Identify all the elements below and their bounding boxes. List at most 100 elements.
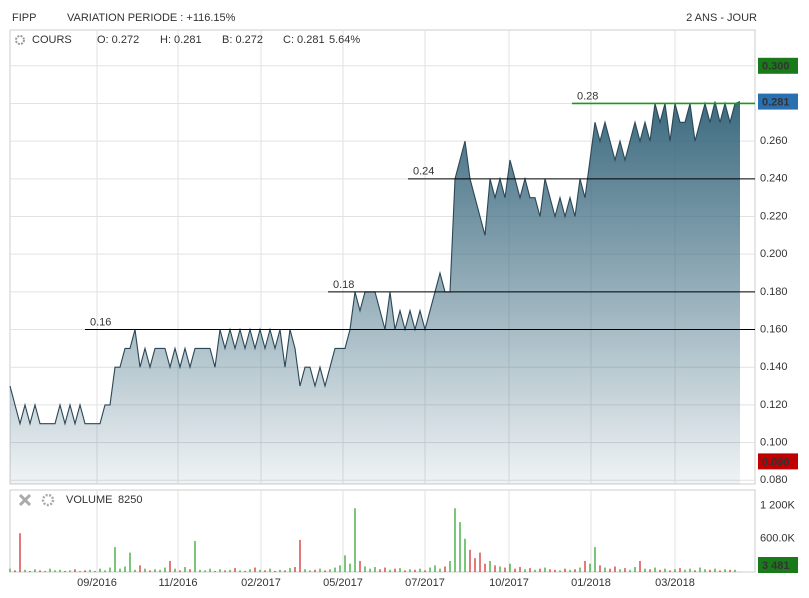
volume-bar xyxy=(394,568,396,572)
volume-bar xyxy=(219,569,221,572)
volume-bar xyxy=(49,568,51,572)
volume-bar xyxy=(429,567,431,572)
volume-bar xyxy=(534,569,536,572)
badge-label: 3 481 xyxy=(762,560,790,572)
period-variation: VARIATION PERIODE : +116.15% xyxy=(67,12,236,24)
x-tick-label: 05/2017 xyxy=(323,577,363,589)
labels: COURS O: 0.272 H: 0.281 B: 0.272 C: 0.28… xyxy=(15,34,798,589)
volume-bar xyxy=(34,569,36,572)
volume-bar xyxy=(414,569,416,572)
volume-bar xyxy=(649,569,651,572)
volume-bar xyxy=(679,568,681,572)
volume-bar xyxy=(674,569,676,572)
quote-high: H: 0.281 xyxy=(160,34,202,46)
volume-bar xyxy=(79,570,81,572)
volume-bar xyxy=(44,570,46,572)
volume-bar xyxy=(114,547,116,572)
y-tick-label: 0.120 xyxy=(760,399,788,411)
volume-bar xyxy=(554,569,556,572)
volume-bar xyxy=(544,567,546,572)
volume-bar xyxy=(479,552,481,572)
volume-bar xyxy=(624,568,626,572)
series-name: COURS xyxy=(32,34,72,46)
y-tick-label: 0.080 xyxy=(760,474,788,486)
volume-bar xyxy=(609,568,611,572)
volume-bar xyxy=(144,568,146,572)
volume-bar xyxy=(164,567,166,572)
volume-bar xyxy=(519,567,521,572)
volume-bar xyxy=(549,569,551,572)
volume-bar xyxy=(704,569,706,572)
volume-bar xyxy=(229,569,231,572)
volume-bar xyxy=(274,570,276,572)
volume-bar xyxy=(464,538,466,572)
volume-bar xyxy=(459,522,461,572)
volume-bar xyxy=(734,569,736,572)
volume-bar xyxy=(19,533,21,572)
volume-bar xyxy=(489,560,491,572)
volume-bar xyxy=(254,567,256,572)
volume-bar xyxy=(94,570,96,572)
x-tick-label: 10/2017 xyxy=(489,577,529,589)
close-icon[interactable] xyxy=(18,493,32,507)
volume-bar xyxy=(119,568,121,572)
volume-bar xyxy=(154,569,156,572)
volume-bar xyxy=(659,569,661,572)
volume-bar xyxy=(159,569,161,572)
value-badge xyxy=(758,557,798,573)
volume-bar xyxy=(639,560,641,572)
volume-bar xyxy=(214,570,216,572)
volume-bar xyxy=(469,549,471,572)
volume-current: 8250 xyxy=(118,494,142,506)
x-tick-label: 11/2016 xyxy=(159,577,198,589)
x-tick-label: 02/2017 xyxy=(241,577,281,589)
volume-bar xyxy=(619,569,621,572)
volume-bar xyxy=(334,567,336,572)
volume-bar xyxy=(644,568,646,572)
badge-label: 0.281 xyxy=(762,96,790,108)
level-label: 0.18 xyxy=(333,279,354,291)
volume-bar xyxy=(574,569,576,572)
volume-bar xyxy=(404,570,406,572)
volume-bar xyxy=(454,508,456,572)
volume-bar xyxy=(84,570,86,572)
volume-bar xyxy=(264,570,266,572)
volume-bar xyxy=(444,566,446,572)
volume-bar xyxy=(564,568,566,572)
volume-bar xyxy=(139,565,141,572)
volume-bar xyxy=(149,570,151,572)
change: 5.64% xyxy=(329,34,360,46)
volume-bar xyxy=(74,569,76,572)
volume-bar xyxy=(419,568,421,572)
level-label: 0.16 xyxy=(90,316,111,328)
volume-bar xyxy=(584,560,586,572)
volume-bar xyxy=(199,569,201,572)
period[interactable]: 2 ANS - JOUR xyxy=(686,12,757,24)
settings-icon[interactable] xyxy=(41,493,55,507)
volume-bar xyxy=(634,567,636,572)
volume-bar xyxy=(169,560,171,572)
volume-bar xyxy=(589,563,591,572)
volume-bar xyxy=(309,570,311,572)
volume-bar xyxy=(99,568,101,572)
volume-bar xyxy=(179,570,181,572)
volume-bar xyxy=(614,566,616,572)
volume-bar xyxy=(494,565,496,572)
volume-bar xyxy=(29,570,31,572)
volume-bar xyxy=(339,565,341,572)
volume-bar xyxy=(284,570,286,572)
volume-bar xyxy=(514,568,516,572)
volume-bar xyxy=(239,570,241,572)
volume-bar xyxy=(384,567,386,572)
volume-bar xyxy=(209,568,211,572)
volume-bar xyxy=(714,568,716,572)
settings-icon[interactable] xyxy=(15,35,25,45)
volume-panel xyxy=(9,489,756,573)
badge-label: 0.090 xyxy=(762,456,790,468)
data xyxy=(9,101,755,572)
x-tick-label: 07/2017 xyxy=(405,577,445,589)
y-tick-label: 1 200K xyxy=(760,499,796,511)
volume-bar xyxy=(474,558,476,572)
volume-bar xyxy=(314,569,316,572)
